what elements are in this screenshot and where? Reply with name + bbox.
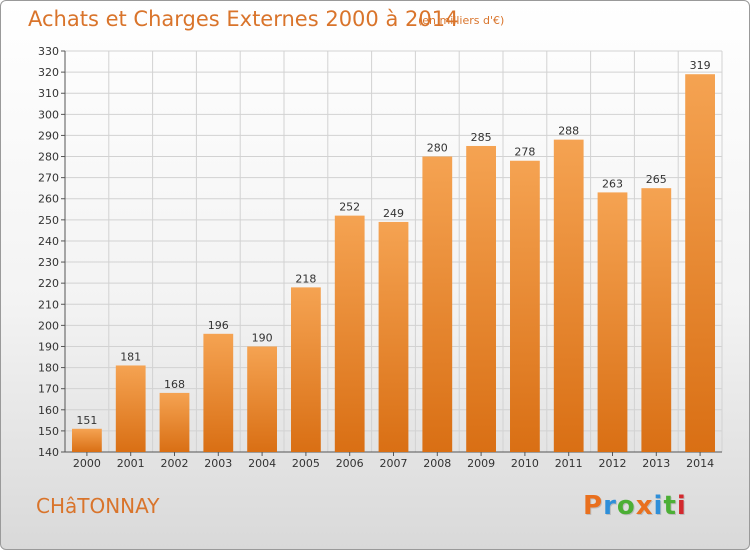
bar [641, 188, 672, 452]
y-tick-label: 160 [38, 404, 59, 417]
y-tick-label: 200 [38, 319, 59, 332]
bar [291, 287, 321, 452]
x-tick-label: 2011 [555, 457, 583, 470]
chart-unit: (en milliers d'€) [418, 14, 505, 27]
data-labels: 151 181 168 196 190 218 252 249 280 285 278 288 263 2… [76, 59, 710, 427]
bar [685, 74, 715, 452]
data-label: 285 [471, 131, 492, 144]
bar [115, 365, 146, 452]
x-tick-label: 2000 [73, 457, 101, 470]
bar [378, 221, 409, 452]
x-tick-label: 2004 [248, 457, 276, 470]
bar [203, 333, 234, 452]
x-tick-label: 2001 [117, 457, 145, 470]
logo-letter: t [663, 491, 677, 521]
data-label: 280 [427, 142, 448, 155]
bar [72, 428, 102, 452]
bar [422, 156, 453, 453]
y-tick-label: 250 [38, 214, 59, 227]
data-label: 168 [164, 378, 185, 391]
x-tick-label: 2005 [292, 457, 320, 470]
y-tick-label: 290 [38, 129, 59, 142]
y-tick-label: 230 [38, 256, 59, 269]
data-label: 265 [646, 173, 667, 186]
x-tick-label: 2009 [467, 457, 495, 470]
logo-letter: P [583, 491, 604, 521]
x-tick-label: 2008 [423, 457, 451, 470]
x-tick-label: 2007 [380, 457, 408, 470]
x-tick-label: 2012 [599, 457, 627, 470]
y-tick-label: 180 [38, 362, 59, 375]
y-tick-label: 260 [38, 193, 59, 206]
y-tick-label: 310 [38, 87, 59, 100]
y-tick-label: 210 [38, 298, 59, 311]
bar [553, 139, 584, 453]
data-label: 196 [208, 319, 229, 332]
x-tick-label: 2002 [161, 457, 189, 470]
y-tick-label: 140 [38, 446, 59, 459]
data-label: 218 [295, 272, 316, 285]
data-label: 151 [76, 414, 97, 427]
data-label: 278 [514, 146, 535, 159]
bar [510, 160, 540, 452]
y-tick-label: 300 [38, 108, 59, 121]
logo-letter: i [653, 491, 664, 521]
bar [597, 192, 628, 452]
data-label: 252 [339, 201, 360, 214]
y-tick-label: 320 [38, 66, 59, 79]
bar [159, 392, 190, 452]
bar [334, 215, 365, 452]
logo-letter: x [635, 491, 654, 521]
x-tick-label: 2010 [511, 457, 539, 470]
y-tick-label: 170 [38, 383, 59, 396]
bar [247, 346, 277, 452]
y-tick-label: 270 [38, 172, 59, 185]
y-tick-label: 150 [38, 425, 59, 438]
bar [466, 145, 496, 452]
data-label: 263 [602, 177, 623, 190]
x-tick-label: 2014 [686, 457, 714, 470]
logo-letter: o [616, 491, 636, 521]
bars [72, 74, 715, 453]
data-label: 319 [690, 59, 711, 72]
x-tick-label: 2006 [336, 457, 364, 470]
y-tick-label: 190 [38, 340, 59, 353]
data-label: 288 [558, 125, 579, 138]
logo-letter: i [676, 491, 687, 521]
y-tick-label: 280 [38, 151, 59, 164]
y-tick-label: 240 [38, 235, 59, 248]
chart-title: Achats et Charges Externes 2000 à 2014 [28, 7, 459, 31]
x-tick-label: 2013 [642, 457, 670, 470]
data-label: 181 [120, 350, 141, 363]
place-name: CHâTONNAY [36, 494, 160, 518]
logo-letter: r [603, 491, 617, 521]
x-tick-label: 2003 [204, 457, 232, 470]
data-label: 190 [252, 331, 273, 344]
y-tick-label: 220 [38, 277, 59, 290]
proxiti-logo[interactable]: Proxiti [583, 491, 687, 521]
data-label: 249 [383, 207, 404, 220]
y-tick-label: 330 [38, 45, 59, 58]
